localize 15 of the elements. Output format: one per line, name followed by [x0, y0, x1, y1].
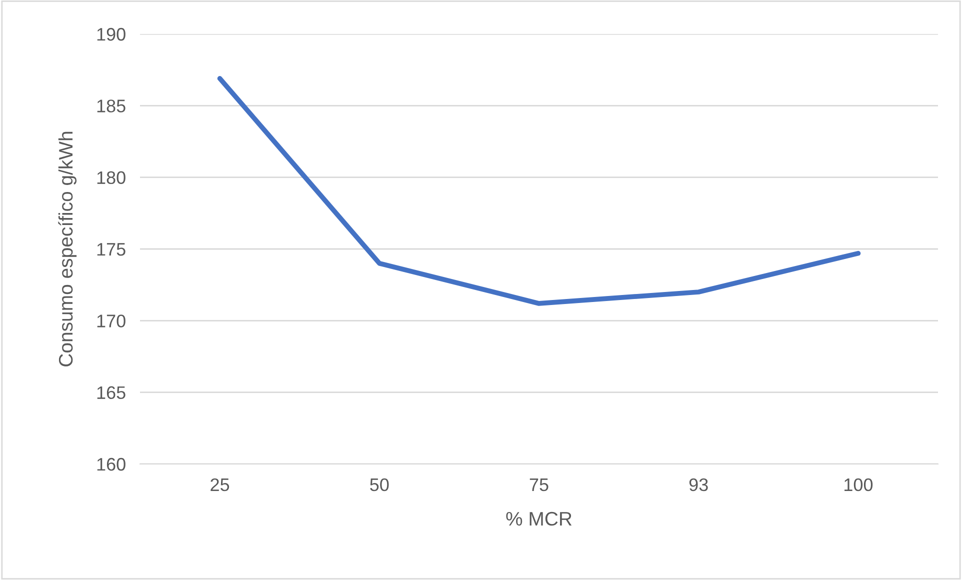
y-tick-label: 160	[97, 458, 126, 471]
x-tick-label: 25	[210, 478, 230, 492]
y-tick-label: 165	[97, 386, 126, 400]
y-axis-title: Consumo específico g/kWh	[58, 132, 77, 366]
y-tick-label: 180	[97, 171, 126, 184]
y-tick-label: 190	[97, 28, 126, 41]
x-tick-label: 93	[689, 478, 708, 492]
line-series	[217, 76, 861, 306]
y-tick-label: 185	[97, 100, 126, 112]
y-tick-label: 170	[97, 314, 126, 328]
x-tick-label: 100	[844, 478, 873, 492]
x-tick-label: 75	[530, 478, 548, 492]
x-axis-title: % MCR	[506, 512, 572, 526]
x-tick-label: 50	[370, 478, 389, 492]
y-tick-label: 175	[97, 243, 126, 256]
